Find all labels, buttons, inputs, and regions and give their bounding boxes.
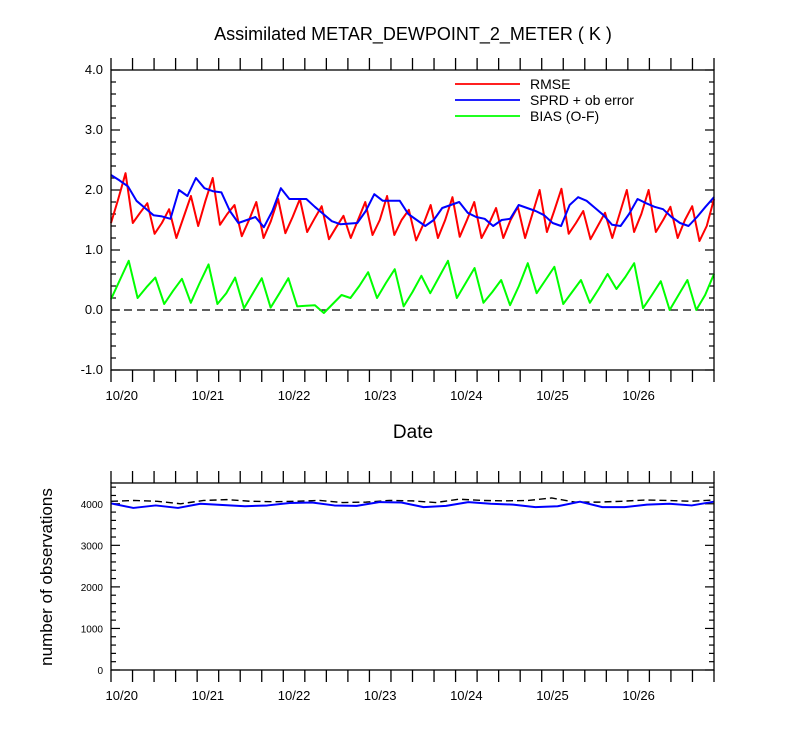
y-tick-label: 1.0 [85, 242, 103, 257]
x-axis-ticks: 10/20 10/21 10/22 10/23 10/24 10/25 10/26 [105, 58, 715, 403]
legend-label: SPRD + ob error [530, 92, 634, 108]
x-tick-label: 10/25 [536, 388, 569, 403]
series-line [110, 174, 715, 229]
chart-title: Assimilated METAR_DEWPOINT_2_METER ( K ) [214, 24, 612, 45]
series-line [110, 497, 715, 505]
plot-frame [110, 69, 715, 371]
legend-label: RMSE [530, 76, 570, 92]
x-tick-label: 10/20 [105, 688, 138, 703]
y-tick-label: 3000 [81, 541, 104, 552]
y-axis-label: number of observations [37, 488, 56, 666]
x-tick-label: 10/20 [105, 388, 138, 403]
y-tick-label: 2000 [81, 583, 104, 594]
y-tick-label: -1.0 [81, 362, 103, 377]
x-tick-label: 10/22 [278, 388, 311, 403]
x-tick-label: 10/23 [364, 388, 397, 403]
y-axis-ticks: -1.0 0.0 1.0 2.0 3.0 4.0 [81, 62, 714, 377]
series-lines [110, 497, 715, 509]
x-tick-label: 10/23 [364, 688, 397, 703]
y-tick-label: 4000 [81, 500, 104, 511]
y-axis-ticks: 0 1000 2000 3000 4000 [81, 486, 714, 677]
rmse-chart: Assimilated METAR_DEWPOINT_2_METER ( K )… [81, 24, 715, 443]
x-axis-ticks: 10/20 10/21 10/22 10/23 10/24 10/25 10/26 [105, 471, 715, 703]
y-tick-label: 0 [97, 666, 103, 677]
x-axis-label: Date [393, 422, 433, 443]
x-tick-label: 10/26 [622, 388, 655, 403]
y-tick-label: 4.0 [85, 62, 103, 77]
y-tick-label: 3.0 [85, 122, 103, 137]
legend-label: BIAS (O-F) [530, 108, 599, 124]
x-tick-label: 10/21 [192, 388, 225, 403]
series-line [110, 259, 715, 314]
y-tick-label: 1000 [81, 624, 104, 635]
x-tick-label: 10/24 [450, 688, 483, 703]
y-tick-label: 0.0 [85, 302, 103, 317]
x-tick-label: 10/25 [536, 688, 569, 703]
x-tick-label: 10/22 [278, 688, 311, 703]
series-line [110, 500, 715, 509]
y-tick-label: 2.0 [85, 182, 103, 197]
x-tick-label: 10/24 [450, 388, 483, 403]
series-line [110, 172, 715, 242]
series-lines [110, 172, 715, 314]
x-tick-label: 10/26 [622, 688, 655, 703]
x-tick-label: 10/21 [192, 688, 225, 703]
plot-frame [110, 482, 715, 671]
